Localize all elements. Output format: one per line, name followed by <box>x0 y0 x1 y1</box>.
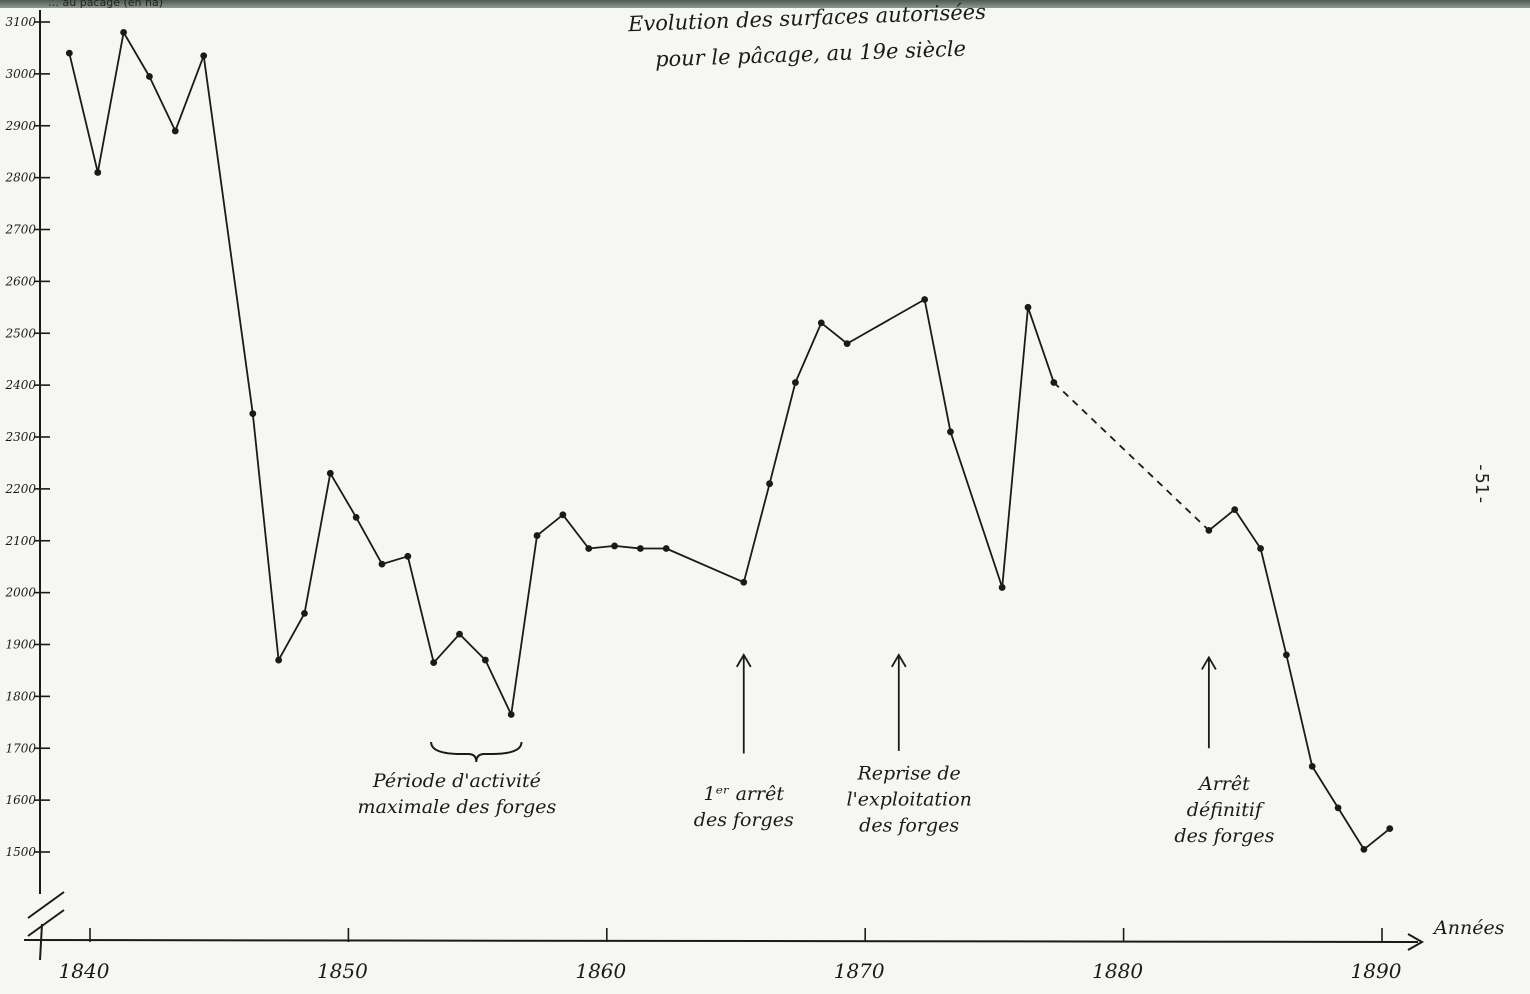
data-point <box>636 545 644 552</box>
y-tick-label: 2900 <box>4 119 36 133</box>
axis-break-mark <box>27 891 65 919</box>
data-point <box>766 480 773 488</box>
y-tick-label: 2100 <box>4 534 36 548</box>
annotation-text: des forges <box>859 814 959 836</box>
data-point <box>533 532 541 539</box>
x-tick-label: 1890 <box>1351 959 1402 983</box>
data-point <box>1257 545 1264 552</box>
data-point <box>1308 763 1316 770</box>
data-point <box>120 28 127 36</box>
data-point <box>792 379 799 386</box>
data-point <box>1024 303 1032 311</box>
data-point <box>146 73 153 80</box>
y-tick-label: 2000 <box>4 586 36 600</box>
data-point <box>1386 825 1394 833</box>
y-tick-label: 3100 <box>5 15 36 29</box>
x-tick-label: 1840 <box>59 959 110 983</box>
annotation-text: maximale des forges <box>358 796 557 818</box>
data-point <box>249 410 257 418</box>
data-point <box>456 630 463 638</box>
data-point <box>404 552 412 560</box>
data-point <box>559 511 567 519</box>
data-point <box>1282 651 1290 659</box>
data-point <box>1231 506 1239 514</box>
x-tick-label: 1860 <box>575 959 626 983</box>
scanner-edge <box>0 0 1530 8</box>
y-tick-label: 3000 <box>5 67 36 81</box>
data-point <box>301 609 308 617</box>
x-axis-line <box>23 939 1419 943</box>
series-gap-dashed <box>1053 381 1210 532</box>
x-tick-label: 1870 <box>834 959 885 983</box>
data-point <box>378 560 386 568</box>
x-axis-arrow <box>1407 933 1425 951</box>
y-tick-label: 1500 <box>5 845 36 859</box>
annotation-text: Reprise de <box>856 762 960 784</box>
annotation-arrowhead <box>891 653 907 668</box>
annotation-text: Période d'activité <box>372 770 541 792</box>
data-point <box>998 584 1006 591</box>
y-tick-label: 2400 <box>4 378 36 392</box>
annotation-text: des forges <box>1174 825 1274 847</box>
y-tick-label: 2800 <box>4 171 36 185</box>
data-point <box>200 52 208 60</box>
annotation-arrowhead <box>735 653 752 668</box>
x-tick-label: 1850 <box>317 959 368 983</box>
data-point <box>740 578 748 586</box>
data-point <box>662 545 670 552</box>
data-point <box>1205 526 1213 534</box>
data-point <box>171 127 179 135</box>
annotation-arrowhead <box>1201 655 1217 670</box>
y-tick-label: 2200 <box>4 482 36 496</box>
y-tick-label: 1800 <box>5 689 36 703</box>
annotation-text: 1ᵉʳ arrêt <box>704 783 785 805</box>
y-axis-label: … au pacage (en ha) <box>48 0 163 9</box>
y-tick-label: 1700 <box>5 741 36 755</box>
data-point <box>352 514 360 521</box>
series-line <box>68 31 1055 716</box>
series-line <box>1208 508 1391 851</box>
data-point <box>1360 846 1368 853</box>
data-point <box>430 659 438 667</box>
data-point <box>611 542 618 550</box>
data-point <box>921 296 929 303</box>
data-point <box>507 711 515 718</box>
data-point <box>275 656 283 664</box>
x-tick-label: 1880 <box>1092 959 1143 983</box>
data-point <box>1334 804 1342 812</box>
y-tick-label: 2300 <box>4 430 36 444</box>
y-tick-label: 2500 <box>4 326 36 340</box>
y-tick-label: 2700 <box>4 223 36 237</box>
data-point <box>94 169 102 176</box>
annotation-brace <box>430 741 523 763</box>
data-point <box>843 340 851 348</box>
data-point <box>817 319 825 327</box>
annotation-text: Arrêt <box>1197 773 1250 795</box>
y-tick-label: 1900 <box>5 638 36 652</box>
annotation-text: des forges <box>694 809 794 831</box>
data-point <box>585 545 593 552</box>
x-axis-label: Années <box>1432 917 1505 939</box>
annotation-text: définitif <box>1187 799 1265 821</box>
y-axis-line-lower <box>39 923 43 961</box>
axis-break-mark <box>27 909 65 937</box>
data-point <box>65 49 73 57</box>
y-tick-label: 2600 <box>4 274 36 288</box>
data-point <box>481 656 489 664</box>
data-point <box>947 428 954 436</box>
data-point <box>326 469 334 477</box>
annotation-text: l'exploitation <box>846 788 971 810</box>
y-tick-label: 1600 <box>5 793 36 807</box>
